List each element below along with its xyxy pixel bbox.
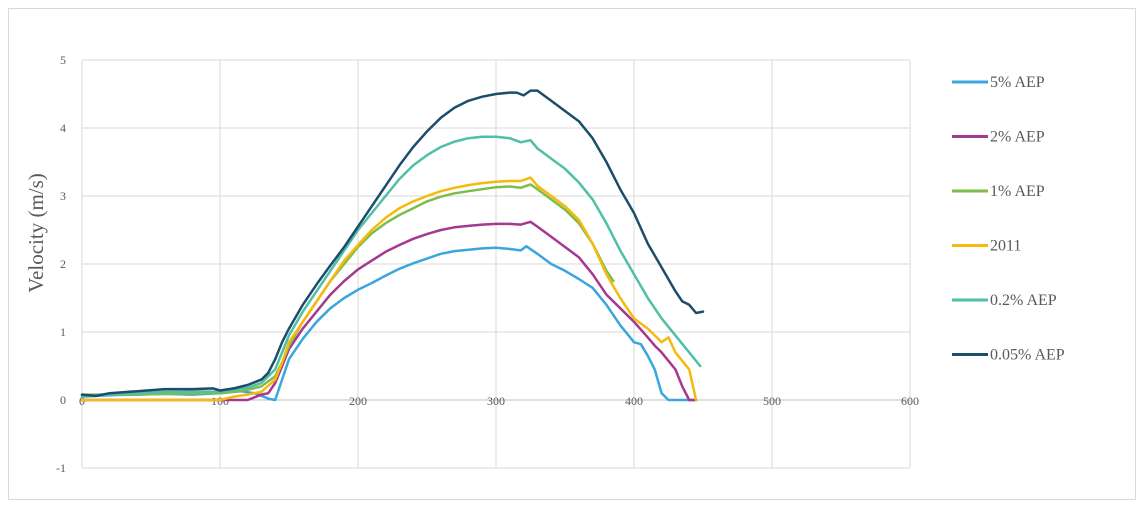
y-tick-label: -1	[56, 461, 66, 475]
x-tick-label: 600	[901, 394, 919, 408]
x-tick-label: 400	[625, 394, 643, 408]
chart-frame	[8, 8, 1136, 500]
y-tick-label: 0	[60, 393, 66, 407]
series-line-4	[80, 176, 698, 402]
legend: 5% AEP 2% AEP 1% AEP 2011 0.2% AEP 0.05% AEP	[952, 74, 1065, 364]
y-tick-label: 3	[60, 189, 66, 203]
y-tick-label: 5	[60, 53, 66, 67]
x-tick-label: 500	[763, 394, 781, 408]
legend-label: 2% AEP	[990, 129, 1045, 146]
y-tick-label: 1	[60, 325, 66, 339]
legend-label: 2011	[990, 238, 1021, 255]
legend-label: 1% AEP	[990, 183, 1045, 200]
series-lines	[80, 89, 705, 402]
y-axis-title: Velocity (m/s)	[24, 173, 48, 293]
y-tick-label: 4	[60, 121, 66, 135]
legend-label: 0.2% AEP	[990, 292, 1057, 309]
series-line-5	[80, 135, 702, 398]
series-line-6	[80, 89, 705, 398]
legend-label: 0.05% AEP	[990, 347, 1065, 364]
y-tick-label: 2	[60, 257, 66, 271]
x-tick-label: 300	[487, 394, 505, 408]
series-line-3	[80, 183, 615, 396]
x-tick-label: 200	[349, 394, 367, 408]
legend-label: 5% AEP	[990, 74, 1045, 91]
series-line-1	[80, 245, 698, 402]
series-line-2	[80, 220, 698, 402]
